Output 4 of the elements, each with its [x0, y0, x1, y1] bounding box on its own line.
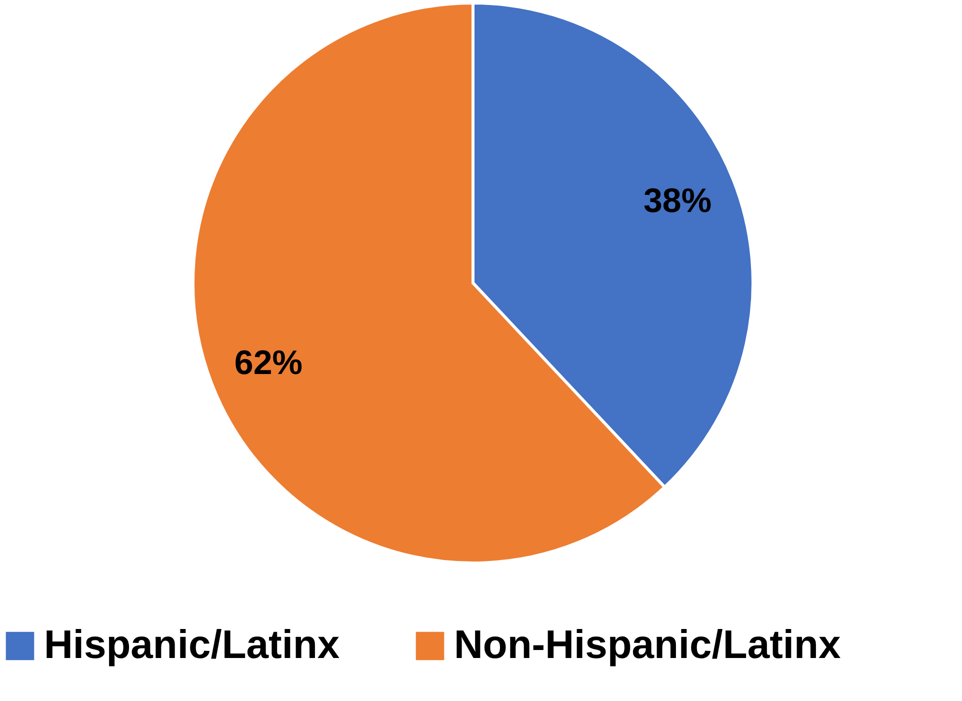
- legend-label: Non-Hispanic/Latinx: [454, 623, 841, 667]
- legend-label: Hispanic/Latinx: [44, 623, 340, 667]
- data-label: 62%: [234, 344, 302, 382]
- data-label: 38%: [644, 182, 712, 220]
